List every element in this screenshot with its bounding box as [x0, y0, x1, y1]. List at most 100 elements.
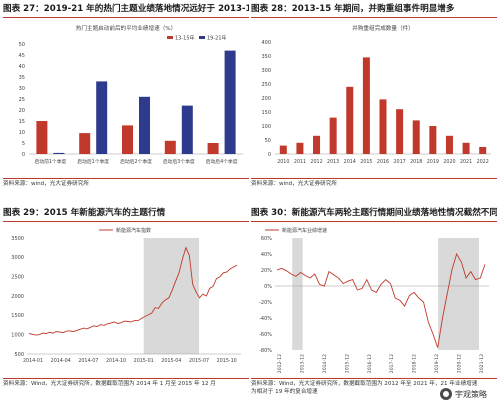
x-tick-label: 启动前1个季度 [34, 158, 66, 165]
bar [122, 125, 133, 154]
bar [279, 145, 287, 154]
x-tick-label: 2014 [344, 159, 356, 165]
x-tick-label: 2015-12 [344, 354, 350, 373]
y-tick-label: 5 [22, 141, 25, 147]
x-tick-label: 启动后3个季度 [163, 158, 195, 165]
bar [362, 57, 370, 154]
x-tick-label: 2021-12 [479, 354, 485, 373]
y-tick-label: 250 [261, 82, 271, 88]
x-tick-label: 2011 [294, 159, 306, 165]
bar-chart: 热门主题启动前后的平均业绩增速（%） 13-15年 19-21年 0 5 10 15 20 25… [19, 24, 243, 165]
x-tick-label: 2015-01 [134, 358, 154, 364]
y-tick-label: 0% [264, 284, 272, 290]
shaded-period [292, 238, 303, 350]
x-tick-label: 2017-12 [389, 354, 395, 373]
bar [96, 81, 108, 154]
y-tick-label: 10 [19, 130, 25, 136]
y-tick-label: 350 [261, 54, 271, 60]
bar [462, 142, 470, 154]
legend-swatch [199, 36, 205, 39]
y-tick-label: 150 [261, 110, 271, 116]
y-tick-label: 20% [261, 268, 272, 274]
bar [296, 142, 304, 154]
source-note: 资料来源：Wind，光大证券研究所，数据截取范围为 2014 年 1 月至 20… [3, 381, 216, 387]
source-rule [251, 178, 497, 179]
legend-label: 19-21年 [207, 35, 227, 42]
x-tick-label: 2021 [460, 159, 472, 165]
line-chart: 新能源汽车指数 500 1000 1500 2000 2500 3000 3500 2014-0… [11, 227, 241, 364]
y-tick-label: -80% [259, 348, 272, 354]
x-tick-label: 2015 [360, 159, 372, 165]
figure-number: 图表 30： [251, 208, 292, 218]
title-rule [251, 221, 497, 222]
figure-number: 图表 29： [3, 208, 44, 218]
bar-chart: 并购重组完成数量（件） 0 50 100 150 200 250 300 350 400 2010 2… [261, 24, 491, 165]
source-rule [3, 178, 249, 179]
bar [329, 117, 337, 154]
shaded-period [438, 238, 479, 350]
figure-title: 图表 29：2015 年新能源汽车的主题行情 [3, 206, 249, 220]
chart-title: 并购重组完成数量（件） [352, 24, 414, 32]
x-tick-label: 2018-12 [412, 354, 418, 373]
y-tick-label: 40% [261, 252, 272, 258]
title-rule [3, 221, 249, 222]
x-tick-label: 2017 [394, 159, 406, 165]
x-tick-label: 2015-10 [217, 358, 237, 364]
title-rule [251, 17, 497, 18]
x-tick-label: 2014-10 [106, 358, 126, 364]
y-tick-label: 3000 [11, 255, 24, 261]
circle-logo-icon [440, 388, 452, 400]
figure-title-text: 新能源汽车两轮主题行情期间业绩落地性情况截然不同 [291, 208, 497, 218]
x-tick-label: 2014-04 [51, 358, 71, 364]
y-tick-label: 3500 [11, 236, 24, 242]
legend-label: 新能源汽车指数 [116, 227, 151, 234]
bar [396, 109, 404, 154]
y-tick-label: 45 [19, 53, 25, 59]
x-tick-label: 启动后2个季度 [120, 158, 152, 165]
x-tick-label: 2020 [443, 159, 455, 165]
title-rule [3, 17, 249, 18]
legend-swatch [167, 36, 173, 39]
x-tick-label: 2014-01 [23, 358, 43, 364]
bar [224, 50, 236, 154]
bar [164, 140, 176, 154]
y-tick-label: 2000 [11, 294, 24, 300]
figure-title: 图表 28：2013-15 年期间，并购重组事件明显增多 [251, 2, 497, 16]
bar [36, 121, 48, 154]
figure-title-text: 2015 年新能源汽车的主题行情 [43, 208, 166, 218]
figure-number: 图表 27： [3, 4, 44, 14]
chart-title: 热门主题启动前后的平均业绩增速（%） [76, 24, 176, 32]
x-tick-label: 2013 [327, 159, 339, 165]
y-tick-label: 35 [19, 75, 25, 81]
y-tick-label: 200 [261, 96, 271, 102]
source-note: 资料来源：wind，光大证券研究所 [3, 181, 89, 187]
watermark: 宇观策略 [436, 386, 493, 402]
shaded-period [143, 238, 200, 354]
bar [181, 105, 193, 154]
x-tick-label: 2012 [310, 159, 322, 165]
bar [139, 96, 150, 154]
series-line [28, 246, 238, 336]
legend-label: 新能源汽车业绩增速 [282, 227, 327, 234]
y-tick-label: 1500 [11, 313, 24, 319]
panel-fig28: 图表 28：2013-15 年期间，并购重组事件明显增多 并购重组完成数量（件）… [251, 2, 497, 202]
y-tick-label: 25 [19, 97, 25, 103]
bar [207, 143, 219, 154]
y-tick-label: 50 [19, 42, 25, 48]
series-line [276, 252, 486, 348]
x-tick-label: 启动后4个季度 [206, 158, 238, 165]
x-tick-label: 2012-12 [277, 354, 283, 373]
x-tick-label: 2013-12 [299, 354, 305, 373]
y-tick-label: 40 [19, 64, 25, 70]
x-tick-label: 2014-07 [78, 358, 98, 364]
y-tick-label: 1000 [11, 332, 24, 338]
y-tick-label: 500 [14, 352, 24, 358]
source-rule [251, 378, 497, 379]
source-note-line2: 为相对于 19 年的复合增速 [251, 389, 318, 395]
bar [412, 120, 420, 154]
x-tick-label: 2016 [377, 159, 389, 165]
bar [379, 99, 387, 154]
y-tick-label: 15 [19, 119, 25, 125]
x-tick-label: 2016-12 [367, 354, 373, 373]
figure-title: 图表 30：新能源汽车两轮主题行情期间业绩落地性情况截然不同 [251, 206, 497, 220]
